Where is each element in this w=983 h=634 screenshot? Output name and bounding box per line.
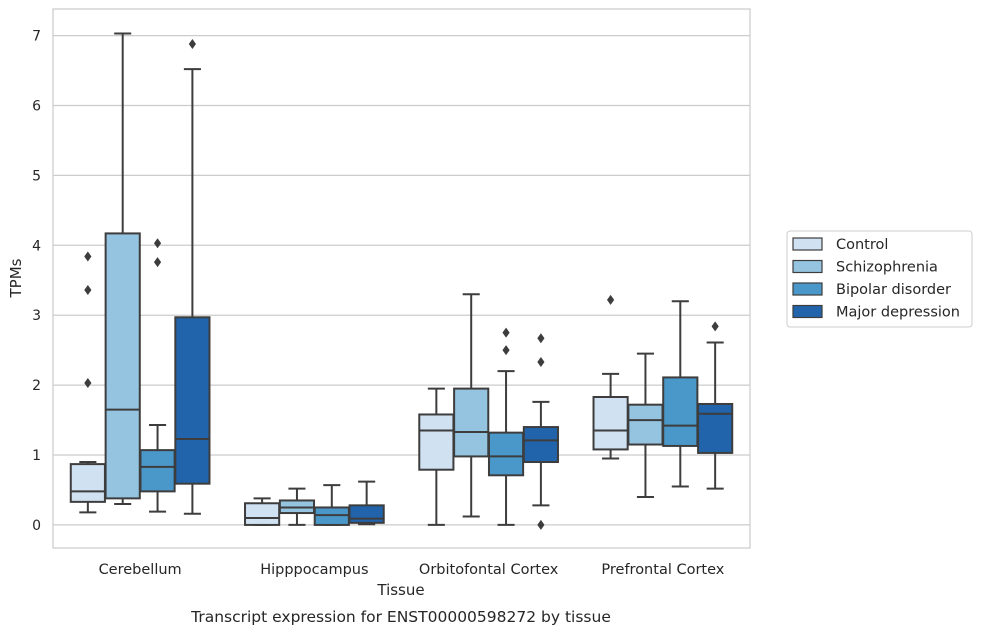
box-iqr (592, 395, 629, 451)
box-bipolar-disorder-1 (313, 484, 350, 526)
legend-label-bipolar-disorder: Bipolar disorder (836, 282, 951, 298)
chart-caption: Transcript expression for ENST0000059827… (190, 608, 611, 626)
flier-point-0 (607, 294, 615, 305)
legend: Control Schizophrenia Bipolar disorder Majo… (786, 230, 973, 328)
box-schizophrenia-1 (278, 487, 316, 526)
flier-point-0 (84, 378, 92, 389)
legend-label-schizophrenia: Schizophrenia (836, 260, 938, 276)
flier-point-0 (502, 345, 510, 356)
y-axis-label: TPMs (7, 258, 25, 298)
box-major-depression-1 (348, 480, 385, 526)
y-tick-label-6: 6 (32, 98, 41, 114)
box-iqr (174, 316, 211, 485)
x-tick-label-prefrontal-cortex: Prefrontal Cortex (601, 562, 724, 578)
box-iqr (662, 376, 699, 447)
y-tick-label-2: 2 (32, 378, 41, 394)
box-iqr (627, 403, 664, 446)
box-control-2 (418, 387, 455, 526)
box-iqr (522, 426, 559, 464)
y-tick-label-1: 1 (32, 448, 41, 464)
legend-swatch-bipolar-disorder (792, 282, 823, 296)
legend-swatch-major-depression (792, 304, 823, 319)
box-iqr (697, 402, 734, 454)
x-tick-label-hipppocampus: Hipppocampus (260, 562, 368, 578)
flier-point-0 (711, 321, 719, 332)
box-major-depression-3 (697, 321, 734, 490)
x-axis-label: Tissue (376, 581, 424, 599)
flier-point-0 (188, 38, 196, 49)
x-tick-label-cerebellum: Cerebellum (99, 562, 182, 578)
flier-point-2 (84, 251, 92, 262)
flier-point-1 (153, 238, 162, 249)
box-iqr (313, 506, 350, 526)
plot-frame (52, 8, 751, 549)
box-control-1 (244, 497, 281, 526)
box-iqr (487, 431, 525, 477)
flier-point-1 (502, 327, 510, 338)
legend-label-major-depression: Major depression (836, 305, 960, 321)
box-iqr (418, 413, 455, 471)
box-control-0 (69, 251, 106, 514)
legend-swatch-schizophrenia (792, 259, 823, 274)
flier-point-0 (153, 257, 162, 268)
legend-label-control: Control (836, 237, 888, 253)
legend-swatch-control (792, 237, 823, 251)
box-schizophrenia-2 (453, 293, 490, 518)
box-control-3 (592, 294, 629, 460)
flier-point-2 (537, 333, 545, 344)
box-iqr (453, 387, 490, 458)
box-iqr (104, 232, 141, 500)
flier-point-1 (84, 285, 92, 296)
y-tick-label-3: 3 (32, 308, 41, 324)
box-bipolar-disorder-0 (139, 238, 176, 513)
box-schizophrenia-3 (627, 352, 664, 498)
box-bipolar-disorder-2 (487, 327, 525, 526)
box-schizophrenia-0 (104, 32, 141, 505)
flier-point-1 (537, 357, 545, 368)
y-tick-label-7: 7 (32, 29, 41, 45)
flier-point-0 (537, 519, 545, 530)
y-tick-labels: 0 1 2 3 4 5 6 7 (32, 29, 41, 534)
y-tick-label-4: 4 (32, 238, 41, 254)
legend-frame (786, 230, 973, 328)
box-iqr (244, 502, 281, 526)
box-iqr (139, 449, 176, 493)
y-tick-label-5: 5 (32, 168, 41, 184)
box-major-depression-0 (174, 38, 211, 515)
boxes (69, 32, 734, 530)
box-bipolar-disorder-3 (662, 300, 699, 488)
y-tick-label-0: 0 (32, 518, 41, 534)
box-iqr (69, 463, 106, 503)
x-tick-label-orbitofontal-cortex: Orbitofontal Cortex (419, 562, 559, 578)
x-tick-labels: Cerebellum Hipppocampus Orbitofontal Corte… (99, 562, 725, 578)
box-major-depression-2 (522, 333, 559, 530)
box-iqr (348, 504, 385, 524)
